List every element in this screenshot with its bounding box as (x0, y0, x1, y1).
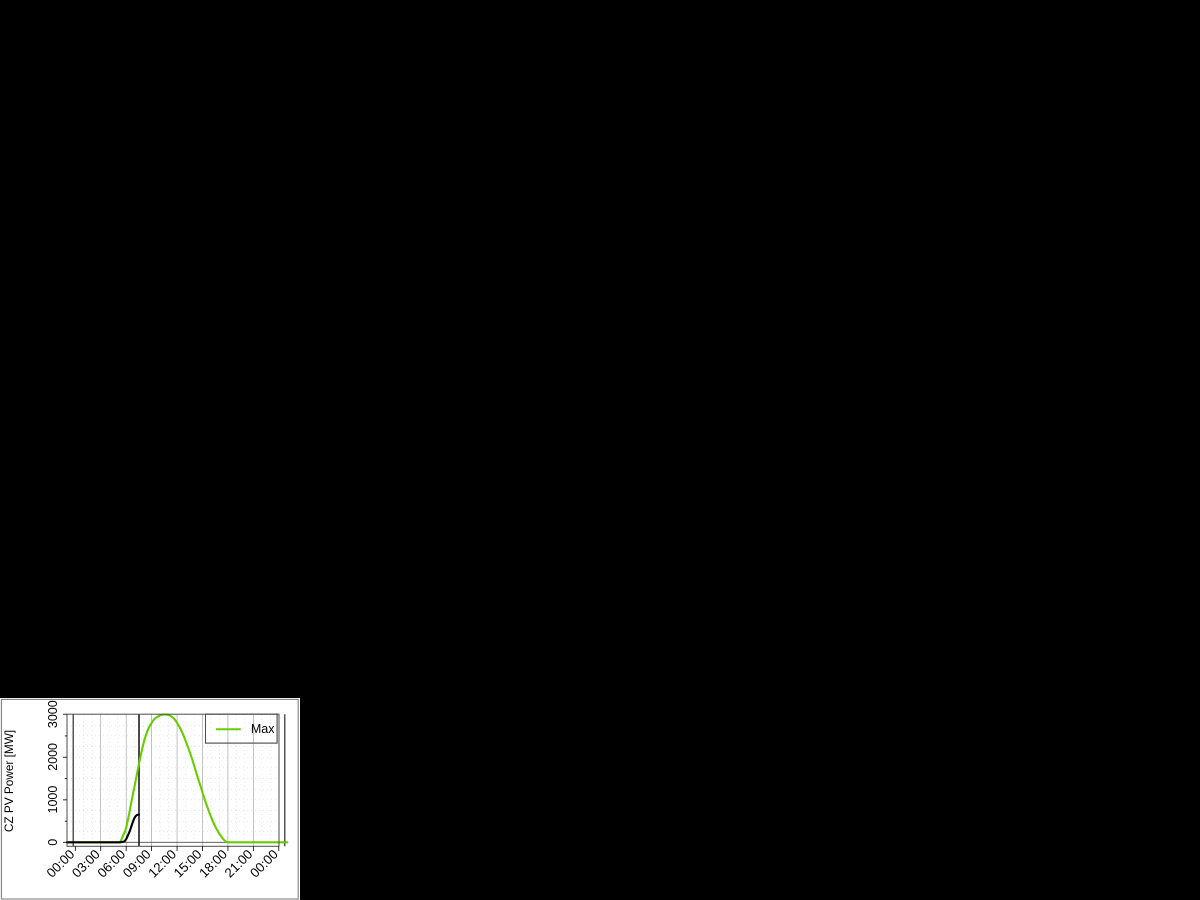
svg-text:3000: 3000 (46, 700, 60, 728)
svg-text:1000: 1000 (46, 786, 60, 814)
svg-text:0: 0 (46, 839, 60, 846)
svg-text:Max: Max (251, 722, 275, 736)
svg-text:CZ PV Power [MW]: CZ PV Power [MW] (2, 730, 16, 832)
svg-text:2000: 2000 (46, 743, 60, 771)
